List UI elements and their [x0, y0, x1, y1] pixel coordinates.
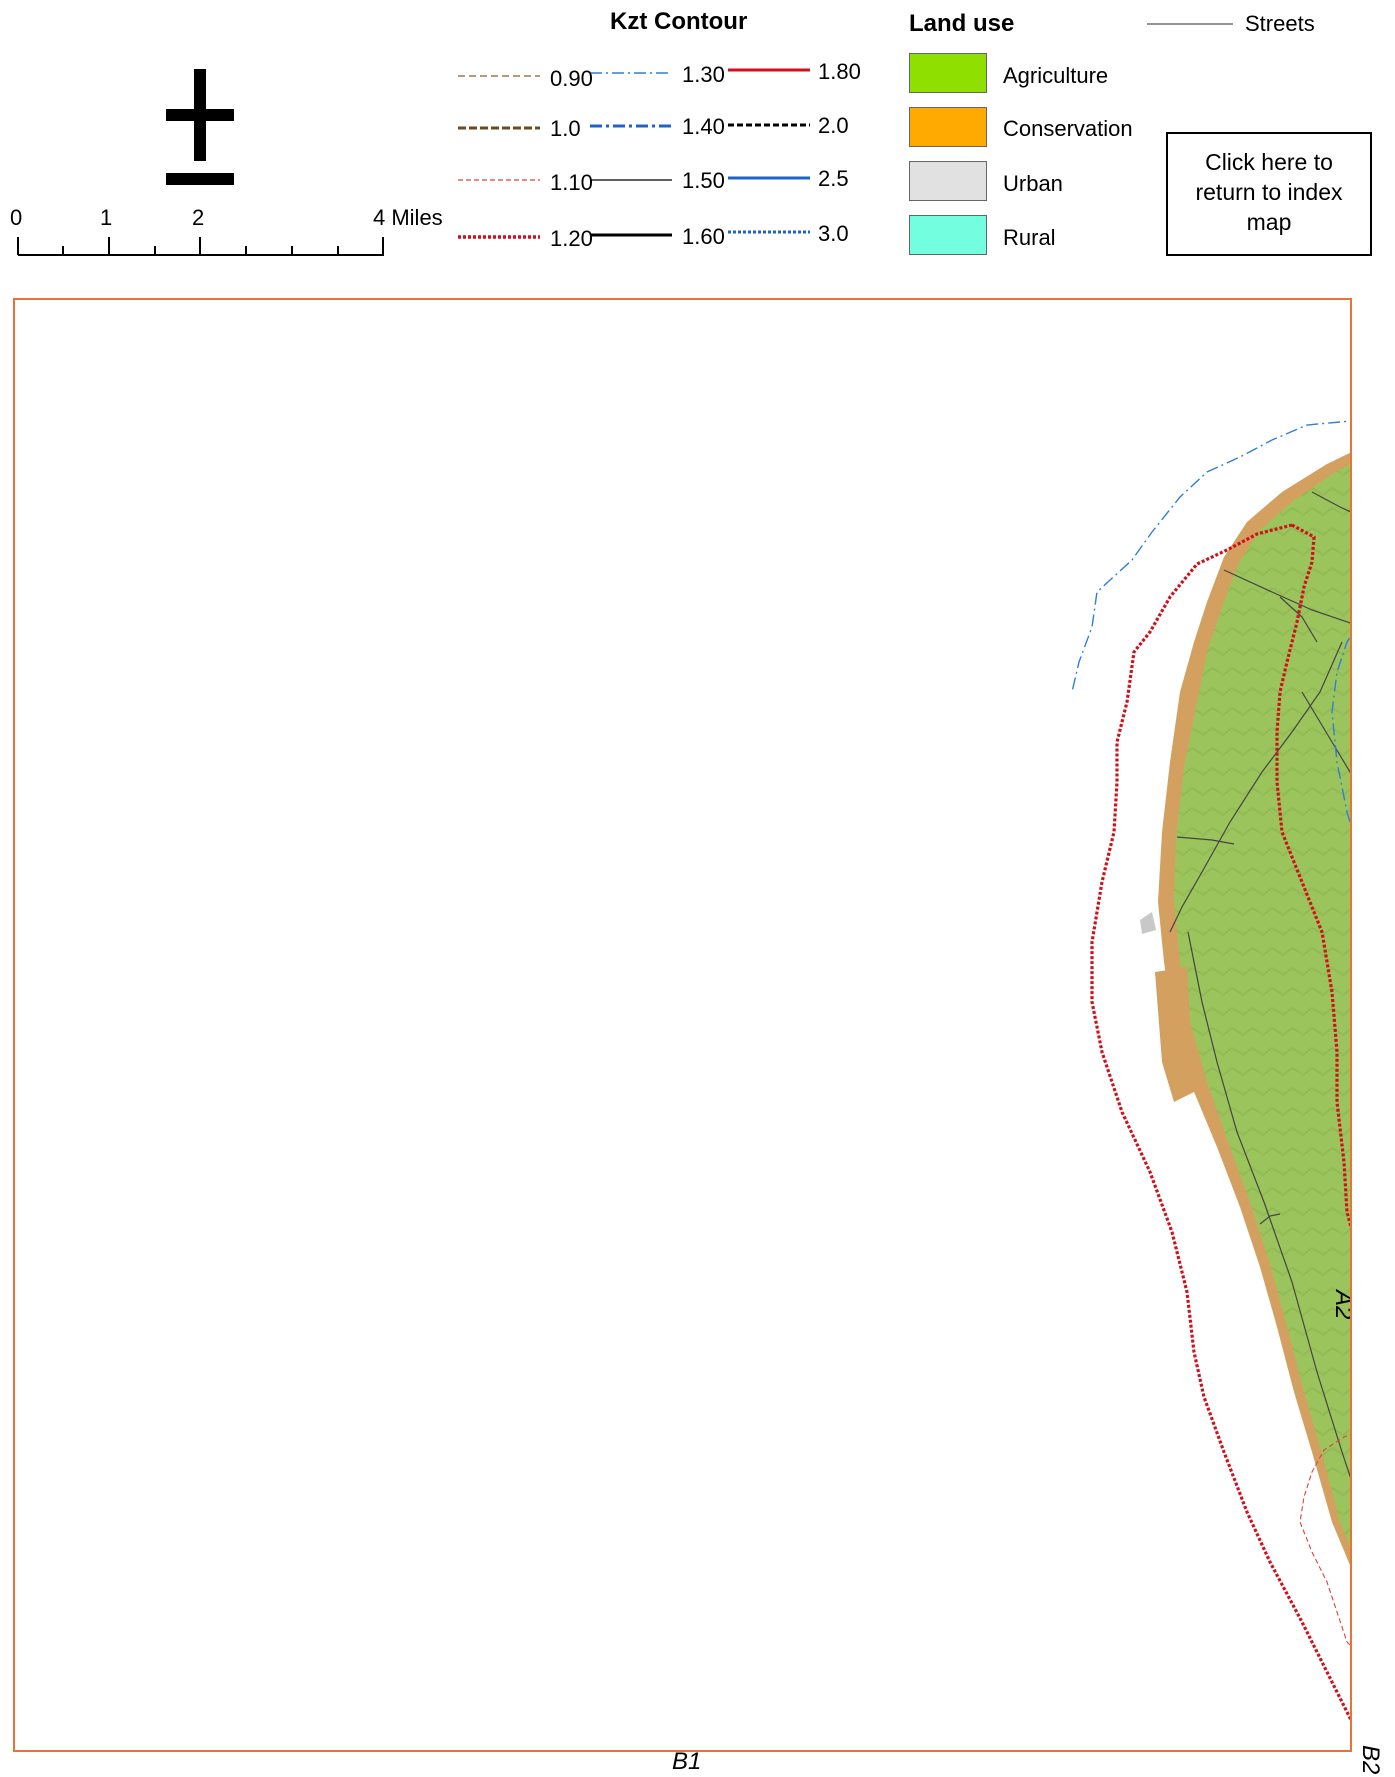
map-canvas[interactable]: [15, 300, 1352, 1752]
scale-tick-label: 4 Miles: [373, 205, 443, 230]
kzt-label: 2.0: [818, 113, 849, 138]
conservation-swatch: [909, 107, 987, 147]
index-link-line: return to index: [1195, 179, 1343, 205]
index-link-line: Click here to: [1205, 149, 1333, 175]
kzt-label: 1.30: [682, 62, 725, 87]
kzt-label: 1.20: [550, 226, 593, 251]
index-link-line: map: [1246, 209, 1292, 235]
land-use-label: Urban: [1003, 171, 1063, 196]
urban-swatch: [909, 161, 987, 201]
kzt-label: 1.60: [682, 224, 725, 249]
scale-bar-graphic: [17, 237, 384, 256]
kzt-1.30-contour: [1071, 420, 1350, 693]
kzt-legend-title: Kzt Contour: [610, 8, 748, 35]
kzt-1.10-contour: [1299, 1434, 1350, 1646]
streets-legend: Streets: [1145, 8, 1385, 42]
scale-tick-label: 2: [192, 205, 205, 230]
kzt-label: 1.40: [682, 114, 725, 139]
kzt-legend-symbols: [458, 68, 810, 239]
streets-line-symbol: [1147, 23, 1233, 25]
agriculture-swatch: [909, 53, 987, 93]
rural-swatch: [909, 215, 987, 255]
kzt-contour-legend: Kzt Contour 0.90 1.0 1.10 1.20 1.30 1.40…: [440, 0, 920, 260]
kzt-label: 1.10: [550, 170, 593, 195]
adjacent-sheet-label-corner[interactable]: B2: [1357, 1745, 1384, 1775]
land-area-agriculture: [1174, 463, 1350, 1547]
land-use-legend-title: Land use: [909, 10, 1015, 37]
kzt-label: 1.50: [682, 168, 725, 193]
streets: [1169, 491, 1350, 1478]
scale-tick-label: 1: [100, 205, 113, 230]
streets-label: Streets: [1245, 11, 1315, 36]
adjacent-sheet-label-bottom[interactable]: B1: [672, 1748, 702, 1775]
north-arrow-icon: [166, 69, 234, 185]
kzt-label: 2.5: [818, 166, 849, 191]
land-use-legend: Land use Agriculture Conservation Urban …: [905, 0, 1165, 260]
kzt-label: 1.80: [818, 59, 861, 84]
kzt-1.20-contour: [1090, 523, 1350, 1722]
kzt-label: 0.90: [550, 66, 593, 91]
adjacent-sheet-label-right[interactable]: A2: [1330, 1290, 1352, 1320]
land-use-label: Agriculture: [1003, 63, 1109, 88]
kzt-label: 3.0: [818, 221, 849, 246]
land-use-label: Rural: [1003, 225, 1056, 250]
map-frame[interactable]: A2: [13, 298, 1352, 1752]
conservation-block: [1155, 967, 1194, 1102]
scale-bar: 0 1 2 4 Miles: [0, 200, 470, 270]
kzt-label: 1.0: [550, 116, 581, 141]
kzt-1.20-contour-inner: [1275, 523, 1350, 1230]
return-to-index-button[interactable]: Click here to return to index map: [1166, 132, 1372, 256]
land-use-label: Conservation: [1003, 116, 1133, 141]
kzt-1.30-contour-inner: [1331, 636, 1350, 825]
urban-patch: [1140, 912, 1156, 934]
scale-tick-label: 0: [10, 205, 23, 230]
